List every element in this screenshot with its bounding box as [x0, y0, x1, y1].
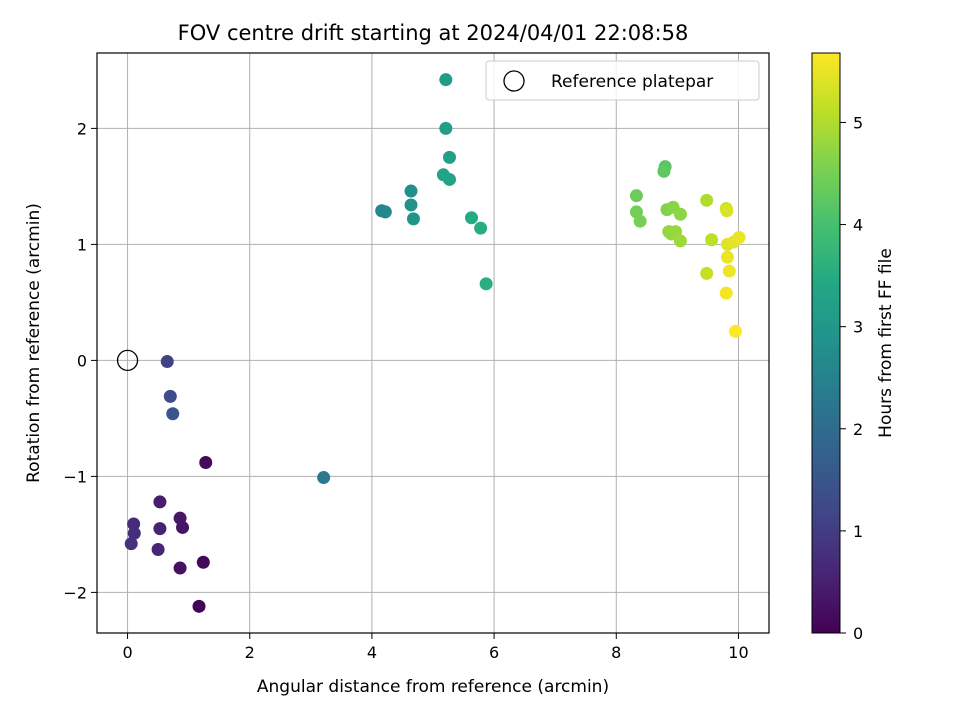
scatter-point [153, 522, 167, 536]
x-tick-label: 10 [728, 643, 748, 662]
reference-point [116, 349, 139, 372]
scatter-point [720, 250, 734, 264]
scatter-point [673, 207, 687, 221]
scatter-point [629, 189, 643, 203]
scatter-point [404, 198, 418, 212]
colorbar-tick-label: 1 [853, 522, 863, 541]
x-tick-label: 4 [367, 643, 377, 662]
scatter-point [464, 211, 478, 225]
scatter-point [700, 266, 714, 280]
x-tick-label: 6 [489, 643, 499, 662]
x-tick-label: 2 [245, 643, 255, 662]
scatter-point [673, 234, 687, 248]
scatter-point [633, 214, 647, 228]
y-tick-label: 0 [77, 351, 87, 370]
colorbar-tick-label: 2 [853, 420, 863, 439]
scatter-point [160, 355, 174, 369]
y-tick-label: 2 [77, 119, 87, 138]
x-tick-label: 0 [122, 643, 132, 662]
scatter-point [196, 555, 210, 569]
scatter-point [406, 212, 420, 226]
scatter-point [722, 264, 736, 278]
x-axis-label: Angular distance from reference (arcmin) [257, 677, 609, 697]
x-tick-label: 8 [611, 643, 621, 662]
scatter-point [153, 495, 167, 509]
reference-marker [116, 349, 139, 372]
legend: Reference platepar [485, 60, 760, 101]
scatter-point [404, 184, 418, 198]
scatter-point [728, 324, 742, 338]
scatter-point [127, 526, 141, 540]
scatter-point [124, 537, 138, 551]
scatter-point [127, 517, 141, 531]
colorbar-tick-label: 0 [853, 624, 863, 643]
colorbar-tick-label: 5 [853, 113, 863, 132]
scatter-point [719, 286, 733, 300]
scatter-point [173, 511, 187, 525]
grid-lines [97, 53, 769, 633]
y-tick-label: −1 [63, 467, 87, 486]
scatter-point [166, 407, 180, 421]
scatter-point [700, 193, 714, 207]
colorbar-gradient [811, 52, 841, 634]
plot-frame [96, 52, 770, 634]
colorbar-tick-label: 4 [853, 216, 863, 235]
scatter-point [474, 221, 488, 235]
scatter-point [442, 172, 456, 186]
colorbar-ticks: 0 1 2 3 4 5 [840, 113, 863, 643]
scatter-point [199, 455, 213, 469]
chart-title: FOV centre drift starting at 2024/04/01 … [178, 21, 689, 45]
scatter-point [439, 121, 453, 135]
scatter-point [151, 542, 165, 556]
y-axis-label: Rotation from reference (arcmin) [24, 203, 44, 483]
legend-entry-reference: Reference platepar [551, 72, 713, 92]
scatter-point [732, 230, 746, 244]
colorbar: 0 1 2 3 4 5 Hours from first FF file [811, 52, 896, 643]
scatter-point [442, 150, 456, 164]
legend-marker-circle [503, 70, 525, 92]
scatter-point [479, 277, 493, 291]
colorbar-label: Hours from first FF file [876, 248, 896, 438]
scatter-point [720, 204, 734, 218]
scatter-point [705, 233, 719, 247]
y-tick-label: 1 [77, 235, 87, 254]
scatter-point [173, 561, 187, 575]
data-points [124, 73, 746, 613]
scatter-point [439, 73, 453, 87]
scatter-point [378, 205, 392, 219]
scatter-point [657, 164, 671, 178]
y-tick-label: −2 [63, 583, 87, 602]
scatter-point [163, 389, 177, 403]
scatter-point [192, 599, 206, 613]
scatter-point [317, 471, 331, 485]
legend-box [485, 60, 760, 101]
colorbar-tick-label: 3 [853, 318, 863, 337]
axis-ticks: 0 2 4 6 8 10 −2 −1 0 1 2 [63, 119, 748, 662]
